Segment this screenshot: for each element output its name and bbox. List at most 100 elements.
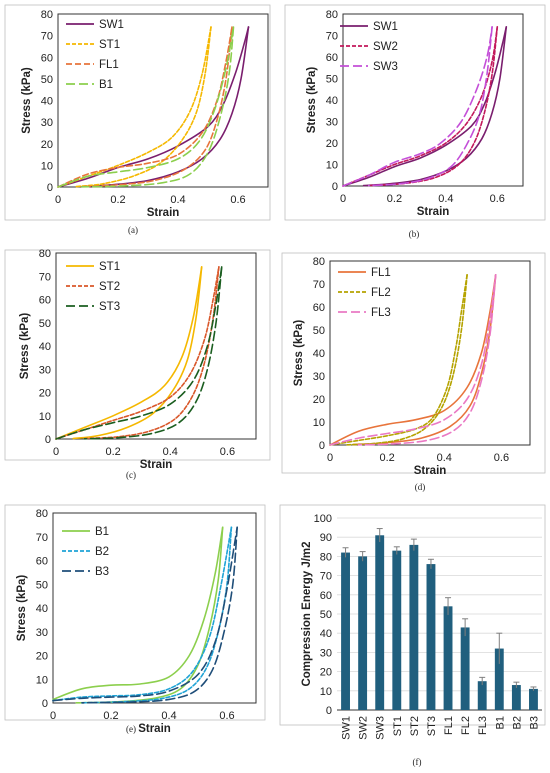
y-tick-label: 10 <box>39 411 51 423</box>
x-tick-label: 0 <box>55 194 61 206</box>
series-sw2-load-line <box>342 26 499 187</box>
series-st3-load-line <box>55 266 223 440</box>
series-sw3-load-line <box>342 26 493 187</box>
bar-st1 <box>392 550 402 710</box>
y-tick-label: 80 <box>41 9 53 21</box>
x-tick-label: 0.2 <box>103 710 118 722</box>
y-tick-label: 0 <box>45 434 51 446</box>
panel-frame <box>281 252 546 474</box>
legend-label: ST3 <box>99 301 120 313</box>
x-category-label: SW3 <box>375 716 387 740</box>
y-tick-label: 80 <box>36 508 48 520</box>
series-st1-load-line <box>55 266 203 440</box>
y-tick-label: 40 <box>36 603 48 615</box>
panel-c: 0 10 20 30 40 50 60 70 80 Stress (kPa) 0 0.2 0.4 0.6 S… <box>4 248 271 480</box>
series-fl3-load-line <box>329 274 497 446</box>
x-category-label: B1 <box>494 716 506 729</box>
x-tick-label: 0.6 <box>494 452 509 464</box>
y-tick-label: 0 <box>332 181 338 193</box>
plot-area <box>329 260 531 446</box>
legend-label: SW2 <box>373 41 398 53</box>
panel-d: 0 10 20 30 40 50 60 70 80 Stress (kPa) 0 0.2 0.4 0.6 S… <box>281 252 546 492</box>
x-tick-label: 0.4 <box>437 452 452 464</box>
panel-caption: (c) <box>126 470 136 480</box>
legend-label: B1 <box>99 79 113 91</box>
y-tick-label: 50 <box>313 325 325 337</box>
y-tick-label: 20 <box>320 667 332 679</box>
x-category-label: B2 <box>511 716 523 729</box>
x-category-label: B3 <box>528 716 540 729</box>
x-category-label: ST2 <box>409 716 421 736</box>
bar-st3 <box>426 564 436 710</box>
legend-label: FL1 <box>371 267 391 279</box>
y-tick-label: 20 <box>326 138 338 150</box>
x-tick-label: 0.2 <box>379 452 394 464</box>
legend-label: B3 <box>95 566 109 578</box>
legend-label: FL3 <box>371 307 391 319</box>
y-tick-label: 10 <box>313 417 325 429</box>
bar-sw1 <box>341 552 350 710</box>
y-axis-title: Stress (kPa) <box>306 67 318 134</box>
plot-area <box>55 252 257 440</box>
y-tick-label: 50 <box>39 318 51 330</box>
x-tick-label: 0.2 <box>110 194 125 206</box>
x-category-label: FL1 <box>443 716 455 735</box>
legend-label: SW1 <box>99 19 124 31</box>
y-tick-label: 40 <box>39 341 51 353</box>
x-tick-label: 0.2 <box>387 193 402 205</box>
y-tick-label: 10 <box>320 686 332 698</box>
x-category-label: SW2 <box>358 716 370 740</box>
y-tick-label: 80 <box>320 551 332 563</box>
y-tick-label: 10 <box>36 674 48 686</box>
y-tick-label: 80 <box>326 9 338 21</box>
y-tick-label: 30 <box>36 627 48 639</box>
bar-b1 <box>494 648 504 710</box>
y-tick-label: 0 <box>319 440 325 452</box>
y-tick-label: 30 <box>313 371 325 383</box>
x-axis-title: Strain <box>414 465 447 477</box>
y-tick-label: 20 <box>313 394 325 406</box>
x-tick-label: 0.2 <box>105 446 120 458</box>
bar-sw3 <box>375 535 385 710</box>
y-tick-label: 60 <box>326 52 338 64</box>
x-tick-label: 0.6 <box>219 710 234 722</box>
y-axis-title: Stress (kPa) <box>19 313 31 380</box>
y-tick-label: 40 <box>326 95 338 107</box>
x-tick-label: 0.4 <box>163 446 178 458</box>
series-fl2-unload-line <box>346 274 468 446</box>
panel-caption: (f) <box>413 757 422 767</box>
panel-a: 0 10 20 30 40 50 60 70 80 Stress (kPa) 0 0.2 0.4 0.6 S… <box>4 4 271 235</box>
bar-b2 <box>511 685 521 710</box>
series-fl2-load-line <box>329 274 468 446</box>
x-axis-title: Strain <box>140 459 173 471</box>
y-tick-label: 80 <box>39 248 51 260</box>
y-tick-label: 10 <box>326 160 338 172</box>
x-category-label: ST3 <box>426 716 438 736</box>
y-tick-label: 70 <box>39 271 51 283</box>
plot-area <box>342 13 524 187</box>
x-category-label: ST1 <box>392 716 404 736</box>
panel-frame <box>4 249 271 461</box>
x-tick-label: 0.4 <box>161 710 176 722</box>
series-fl1-load-line <box>57 26 233 188</box>
y-tick-label: 40 <box>320 628 332 640</box>
legend-label: B2 <box>95 546 109 558</box>
y-tick-label: 50 <box>36 579 48 591</box>
y-tick-label: 50 <box>41 74 53 86</box>
x-tick-label: 0 <box>340 193 346 205</box>
y-axis-title: Stress (kPa) <box>16 575 28 642</box>
series-b3-unload-line <box>81 526 238 704</box>
series-st3-unload-line <box>83 266 223 440</box>
y-tick-label: 70 <box>320 571 332 583</box>
x-tick-label: 0.6 <box>220 446 235 458</box>
series-b2-load-line <box>52 526 233 702</box>
y-tick-label: 70 <box>41 31 53 43</box>
series-fl1-unload-line <box>81 26 233 188</box>
series-sw1-unload-line <box>362 26 508 187</box>
x-tick-label: 0 <box>327 452 333 464</box>
y-axis-title: Stress (kPa) <box>21 67 33 134</box>
y-tick-label: 30 <box>320 647 332 659</box>
bar-fl1 <box>443 606 453 710</box>
legend-label: ST1 <box>99 39 120 51</box>
